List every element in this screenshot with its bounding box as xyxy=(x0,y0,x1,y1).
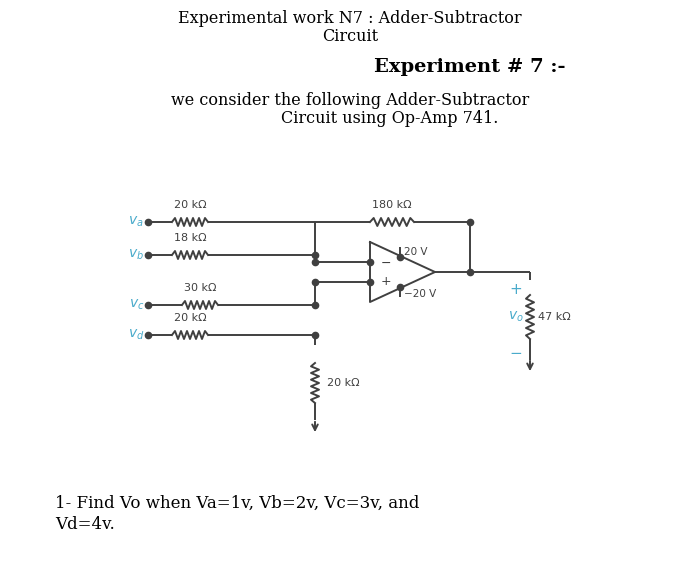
Text: Vd=4v.: Vd=4v. xyxy=(55,516,115,533)
Text: 1- Find Vo when Va=1v, Vb=2v, Vc=3v, and: 1- Find Vo when Va=1v, Vb=2v, Vc=3v, and xyxy=(55,495,419,512)
Text: $v_o$: $v_o$ xyxy=(508,310,524,324)
Text: $v_b$: $v_b$ xyxy=(128,248,144,262)
Text: 20 kΩ: 20 kΩ xyxy=(327,378,360,388)
Text: Experimental work N7 : Adder-Subtractor: Experimental work N7 : Adder-Subtractor xyxy=(178,10,522,27)
Text: $v_c$: $v_c$ xyxy=(129,298,144,312)
Text: $v_d$: $v_d$ xyxy=(127,328,144,342)
Text: $-$: $-$ xyxy=(510,345,523,360)
Text: 20 kΩ: 20 kΩ xyxy=(174,313,206,323)
Text: we consider the following Adder-Subtractor: we consider the following Adder-Subtract… xyxy=(171,92,529,109)
Text: +: + xyxy=(510,283,522,297)
Text: Circuit using Op-Amp 741.: Circuit using Op-Amp 741. xyxy=(281,110,498,127)
Text: $v_a$: $v_a$ xyxy=(129,215,144,229)
Text: $+$: $+$ xyxy=(380,275,391,287)
Text: 47 kΩ: 47 kΩ xyxy=(538,312,570,322)
Text: 20 kΩ: 20 kΩ xyxy=(174,200,206,210)
Text: 180 kΩ: 180 kΩ xyxy=(372,200,412,210)
Text: Circuit: Circuit xyxy=(322,28,378,45)
Text: $-$: $-$ xyxy=(380,257,391,269)
Text: Experiment # 7 :-: Experiment # 7 :- xyxy=(374,58,566,76)
Text: 18 kΩ: 18 kΩ xyxy=(174,233,206,243)
Text: 30 kΩ: 30 kΩ xyxy=(183,283,216,293)
Text: −20 V: −20 V xyxy=(404,289,436,299)
Text: 20 V: 20 V xyxy=(404,247,428,257)
